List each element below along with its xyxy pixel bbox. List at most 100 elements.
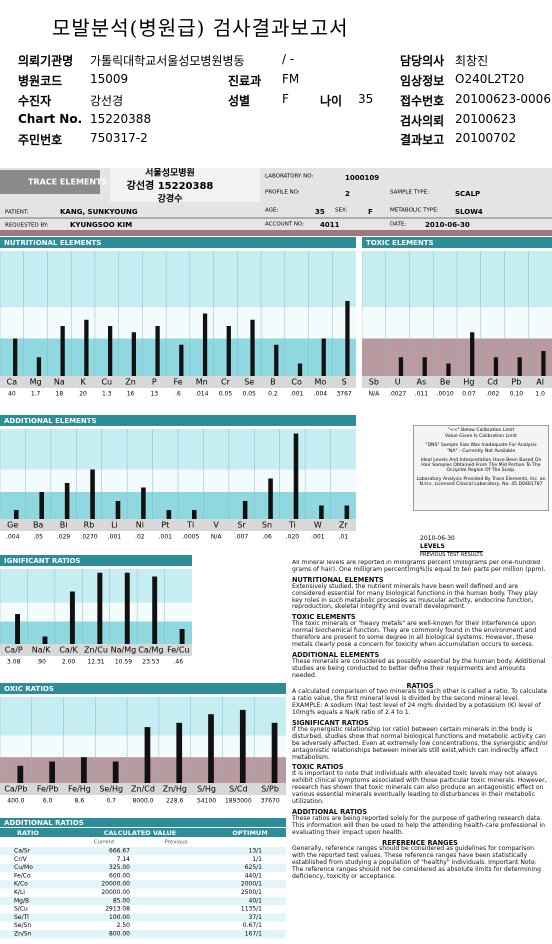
element-label: Zn xyxy=(125,378,136,387)
field-label: SEX: xyxy=(335,208,348,214)
band-top xyxy=(0,697,286,736)
note-text: Extensively studied, the nutrient minera… xyxy=(292,582,538,611)
bar xyxy=(319,505,324,519)
element-value: 37670 xyxy=(261,798,280,805)
ratio-optimum: 40/1 xyxy=(249,897,263,904)
ratio-value: 800.00 xyxy=(109,931,130,938)
field-label: ACCOUNT NO: xyxy=(265,222,304,228)
bar xyxy=(39,492,44,519)
field-value: 4011 xyxy=(320,221,340,229)
element-label: Ca/P xyxy=(5,646,23,655)
element-label: Tl xyxy=(186,521,194,530)
element-label: W xyxy=(314,521,322,530)
ratio-optimum: 37/1 xyxy=(249,914,263,921)
field-label: SAMPLE TYPE: xyxy=(390,190,429,196)
element-value: 20 xyxy=(79,391,87,398)
bar xyxy=(144,727,151,783)
element-label: Be xyxy=(440,378,450,387)
ratio-optimum: 625/1 xyxy=(245,864,262,871)
report-title: 모발분석(병원급) 검사결과보고서 xyxy=(52,16,349,40)
bar xyxy=(107,326,113,376)
info-value: 강선경 xyxy=(90,94,124,108)
table-header: OPTIMUM xyxy=(232,829,267,837)
ratio-value: 325.00 xyxy=(109,864,130,871)
element-value: .01 xyxy=(339,534,349,541)
band-low xyxy=(0,757,286,783)
ratio-optimum: 2000/1 xyxy=(241,881,262,888)
title-strip xyxy=(0,237,356,248)
element-label: Se xyxy=(244,378,254,387)
element-label: Cd xyxy=(487,378,498,387)
bar xyxy=(64,483,70,519)
row-shade xyxy=(0,913,286,922)
panel-title: NUTRITIONAL ELEMENTS xyxy=(4,239,101,247)
legend-box: "<<" Below Calibration Limit Value Given … xyxy=(413,425,549,511)
element-label: Na xyxy=(54,378,65,387)
legend-line: "NA" - Currently Not Available xyxy=(446,449,516,455)
field-value: SLOW4 xyxy=(455,208,483,216)
element-value: .0005 xyxy=(182,534,199,541)
note-text: All mineral levels are reported in milli… xyxy=(292,560,546,573)
info-label: 접수번호 xyxy=(400,94,445,108)
ratio-value: 85.00 xyxy=(113,897,130,904)
element-label: U xyxy=(395,378,401,387)
bar xyxy=(226,326,231,376)
note-heading: REFERENCE RANGES xyxy=(382,838,458,847)
note-text: It is important to note that individuals… xyxy=(292,770,547,805)
note-text: Generally, reference ranges should be co… xyxy=(292,845,541,881)
info-value: 750317-2 xyxy=(90,131,148,145)
element-value: 6.0 xyxy=(43,798,53,805)
bar xyxy=(179,344,184,376)
bar xyxy=(84,319,89,376)
ratio-name: Cr/V xyxy=(14,856,28,863)
row-shade xyxy=(0,863,286,872)
element-label: Ni xyxy=(136,521,144,530)
element-value: 0.05 xyxy=(219,391,233,398)
info-value: 35 xyxy=(358,92,374,106)
element-value: 1.7 xyxy=(31,391,41,398)
stamp xyxy=(110,168,260,202)
info-label: 나이 xyxy=(320,94,343,108)
bar xyxy=(42,636,48,644)
element-value: N/A xyxy=(369,391,381,398)
ratio-name: Cu/Mo xyxy=(14,864,33,871)
legend-line: "<<" Below Calibration Limit xyxy=(447,428,515,433)
element-value: .0027 xyxy=(389,391,406,398)
ratio-value: 600.00 xyxy=(109,872,130,879)
element-label: Zn/Hg xyxy=(163,785,187,794)
element-value: 16 xyxy=(127,391,135,398)
note-heading: TOXIC RATIOS xyxy=(292,763,344,772)
additional-ratios: ADDITIONAL RATIOS RATIO CALCULATED VALUE OP… xyxy=(0,818,286,939)
toxic-panel: TOXIC ELEMENTS Sb N/A U .0027 As .011 Be .0010 Hg… xyxy=(362,237,552,398)
element-label: Ge xyxy=(7,521,18,530)
table-subheader: Current xyxy=(94,840,116,846)
field-value: 2010-06-30 xyxy=(425,221,470,229)
info-label: 의뢰기관명 xyxy=(18,54,74,68)
bar xyxy=(60,326,65,376)
bar xyxy=(13,510,19,519)
element-value: 0.7 xyxy=(106,798,116,805)
element-value: 23.53 xyxy=(142,659,159,666)
bar xyxy=(297,363,303,376)
element-value: .004 xyxy=(314,391,328,398)
info-label: 임상정보 xyxy=(400,74,445,88)
element-label: Pb xyxy=(511,378,521,387)
legend-line: Laboratory Analysis Provided By Trace El… xyxy=(416,476,546,488)
element-label: Na/Mg xyxy=(111,646,137,655)
note-text: These ratios are being reported solely f… xyxy=(292,814,545,836)
element-label: Mo xyxy=(315,378,327,387)
bar xyxy=(49,761,55,783)
bar xyxy=(541,351,546,376)
ratio-value: 2.50 xyxy=(117,922,131,929)
ratio-name: K/Li xyxy=(14,889,25,896)
toxic-ratio-panel: OXIC RATIOS Ca/Pb 400.0 Fe/Pb 6.0 Fe/Hg 8.6 Se/… xyxy=(0,683,286,805)
element-label: Ba xyxy=(33,521,43,530)
element-value: .05 xyxy=(33,534,43,541)
element-value: .001 xyxy=(108,534,122,541)
bar xyxy=(152,576,158,644)
ratio-optimum: 440/1 xyxy=(245,872,262,879)
note-heading: ADDITIONAL ELEMENTS xyxy=(292,650,380,659)
bar xyxy=(179,629,185,644)
ratio-name: K/Co xyxy=(14,881,28,888)
